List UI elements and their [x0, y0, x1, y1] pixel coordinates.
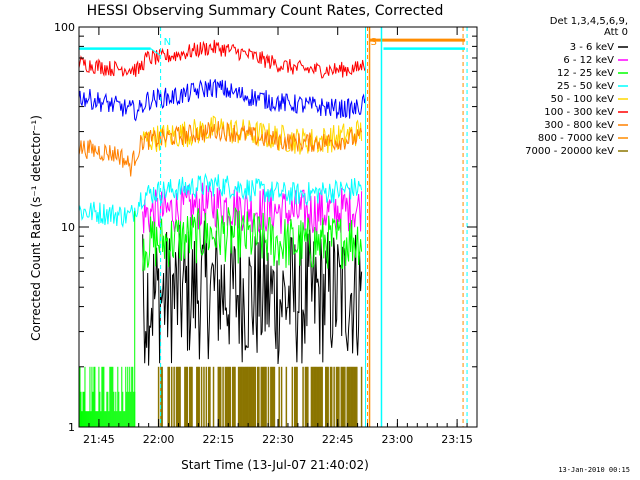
x-tick-label: 22:45: [322, 433, 354, 446]
series-line-2: [142, 206, 363, 272]
legend-label: 12 - 25 keV: [557, 68, 614, 79]
svg-text:S: S: [371, 37, 377, 48]
legend-label: 7000 - 20000 keV: [525, 146, 614, 157]
y-tick-label: 10: [61, 221, 75, 234]
y-axis-label: Corrected Count Rate (s⁻¹ detector⁻¹): [29, 115, 43, 341]
x-tick-label: 21:45: [83, 433, 115, 446]
plot-frame: [78, 26, 478, 428]
legend-label: 800 - 7000 keV: [538, 133, 614, 144]
footer-date: 13-Jan-2010 00:15: [558, 466, 630, 474]
x-tick-label: 22:15: [202, 433, 234, 446]
x-tick-label: 23:00: [382, 433, 414, 446]
x-tick-label: 23:15: [441, 433, 473, 446]
legend-header: Att 0: [604, 27, 628, 38]
saa-fill: [78, 366, 136, 427]
series-line-6: [78, 121, 363, 177]
y-tick-label: 1: [68, 421, 75, 434]
series-line-3: [78, 172, 363, 228]
legend-label: 100 - 300 keV: [544, 107, 614, 118]
series-line-8: [157, 366, 363, 427]
orbit-dash-lines: [462, 27, 468, 427]
cyan-transition: [134, 27, 383, 427]
cyan-flag-line: [79, 47, 466, 56]
legend-label: 6 - 12 keV: [563, 55, 614, 66]
marker-n: N: [160, 27, 171, 427]
legend-header: Det 1,3,4,5,6,9,: [550, 16, 628, 27]
svg-text:N: N: [164, 37, 171, 48]
x-tick-label: 22:00: [143, 433, 175, 446]
chart-title: HESSI Observing Summary Count Rates, Cor…: [87, 3, 444, 19]
x-tick-label: 22:30: [262, 433, 294, 446]
legend-label: 300 - 800 keV: [544, 120, 614, 131]
series-line-5: [78, 39, 367, 79]
legend-label: 3 - 6 keV: [570, 42, 614, 53]
legend-label: 50 - 100 keV: [551, 94, 615, 105]
marker-s: S: [367, 27, 377, 427]
y-tick-label: 100: [54, 21, 75, 34]
series-blue-trace: [78, 79, 367, 122]
legend-label: 25 - 50 keV: [557, 81, 614, 92]
x-axis-label: Start Time (13-Jul-07 21:40:02): [181, 458, 369, 472]
